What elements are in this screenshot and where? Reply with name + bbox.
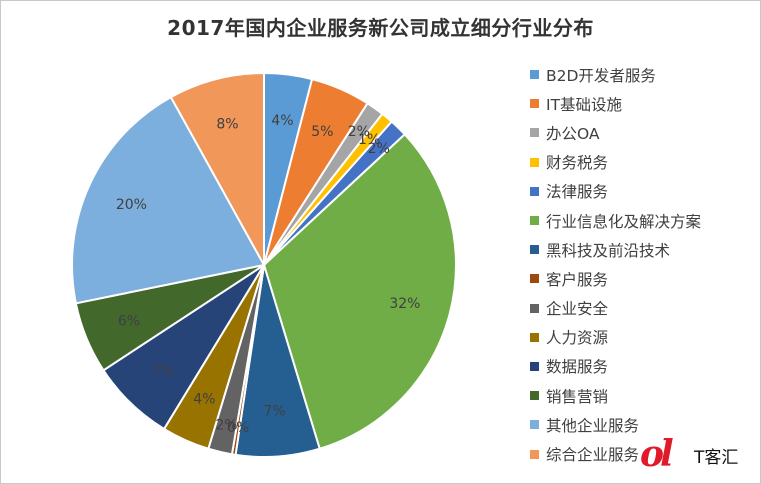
legend-item-8: 客户服务 <box>530 264 701 293</box>
chart-title: 2017年国内企业服务新公司成立细分行业分布 <box>167 16 594 40</box>
legend-item-11: 数据服务 <box>530 352 701 381</box>
pie-data-label-4: 1% <box>358 132 380 148</box>
legend-label: 办公OA <box>546 124 600 143</box>
legend-swatch <box>530 245 539 255</box>
pie-slice-6 <box>262 132 457 450</box>
legend-item-3: 办公OA <box>530 118 701 147</box>
pie-data-label-9: 2% <box>215 418 237 434</box>
chart-legend: B2D开发者服务 IT基础设施 办公OA 财务税务法律服务行业信息化及解决方案 黑科技及… <box>530 60 701 469</box>
pie-data-label-7: 7% <box>264 404 286 420</box>
pie-data-label-8: 0% <box>227 420 249 436</box>
pie-data-label-6: 32% <box>389 296 420 312</box>
legend-label: 其他企业服务 <box>546 416 640 435</box>
legend-item-13: 其他企业服务 <box>530 410 701 439</box>
legend-label: 财务税务 <box>546 154 609 173</box>
legend-item-6: 行业信息化及解决方案 <box>530 206 701 235</box>
legend-label: 黑科技及前沿技术 <box>546 241 671 260</box>
legend-item-14: 综合企业服务 <box>530 439 701 468</box>
legend-label: 法律服务 <box>546 183 609 202</box>
legend-item-7: 黑科技及前沿技术 <box>530 235 701 264</box>
pie-data-label-10: 4% <box>193 391 215 407</box>
legend-label: 行业信息化及解决方案 <box>546 212 702 231</box>
legend-swatch <box>530 420 539 430</box>
legend-label: 销售营销 <box>546 387 609 406</box>
legend-swatch <box>530 157 539 167</box>
legend-swatch <box>530 449 539 459</box>
legend-swatch <box>530 391 539 401</box>
pie-data-label-3: 2% <box>348 124 370 140</box>
legend-label: IT基础设施 <box>546 95 623 114</box>
pie-data-label-14: 8% <box>216 117 238 133</box>
legend-swatch <box>530 99 539 109</box>
legend-label: 综合企业服务 <box>546 446 640 465</box>
watermark-text: T客汇 <box>694 448 739 468</box>
legend-label: 数据服务 <box>546 358 609 377</box>
pie-data-labels: 4%5% 2%1%2%32%7%0%2%4%7%6%20%8% <box>116 113 421 436</box>
legend-swatch <box>530 128 539 138</box>
pie-slices <box>71 71 457 458</box>
legend-item-2: IT基础设施 <box>530 89 701 118</box>
pie-slice-14 <box>169 71 265 269</box>
legend-label: 企业安全 <box>546 300 609 319</box>
pie-data-label-2: 5% <box>311 124 333 140</box>
pie-slice-13 <box>71 95 266 305</box>
legend-item-1: B2D开发者服务 <box>530 60 701 89</box>
legend-swatch <box>530 186 539 196</box>
pie-data-label-13: 20% <box>116 197 147 213</box>
watermark-logo: ol T客汇 <box>640 434 760 478</box>
legend-swatch <box>530 303 539 313</box>
legend-label: B2D开发者服务 <box>546 66 656 85</box>
watermark-glyph: ol <box>640 433 674 475</box>
legend-label: 客户服务 <box>546 270 609 289</box>
legend-item-12: 销售营销 <box>530 381 701 410</box>
legend-item-4: 财务税务 <box>530 148 701 177</box>
legend-label: 人力资源 <box>546 329 609 348</box>
legend-swatch <box>530 216 539 226</box>
pie-data-label-11: 7% <box>151 363 173 379</box>
legend-item-5: 法律服务 <box>530 177 701 206</box>
pie-data-label-5: 2% <box>368 141 390 157</box>
pie-data-label-12: 6% <box>118 314 140 330</box>
legend-swatch <box>530 361 539 371</box>
legend-swatch <box>530 70 539 80</box>
legend-item-10: 人力资源 <box>530 323 701 352</box>
legend-swatch <box>530 274 539 284</box>
legend-item-9: 企业安全 <box>530 294 701 323</box>
pie-data-label-1: 4% <box>271 113 293 129</box>
legend-swatch <box>530 332 539 342</box>
